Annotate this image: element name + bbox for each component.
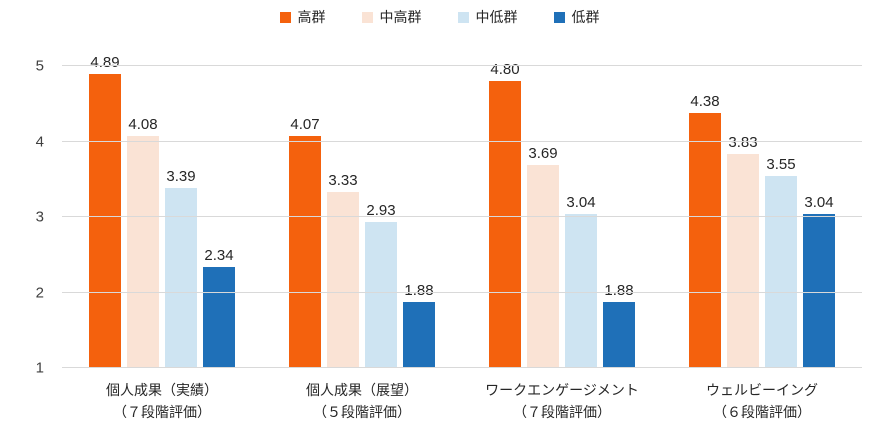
bar-value-label: 4.38 (690, 92, 720, 110)
bar-mid-low (365, 222, 397, 368)
bar-low (603, 301, 635, 368)
bar-value-label: 3.55 (766, 155, 796, 173)
category-label-line: （５段階評価） (313, 404, 411, 421)
plot-area: 4.89 4.08 3.39 2.34 個人成果（実績） （７段階評価） 4.07 3.33 2… (36, 54, 862, 420)
bar-low (803, 214, 835, 368)
bar-high (489, 81, 521, 368)
y-axis-tick-label: 3 (35, 208, 44, 226)
bar-with-label: 1.88 (603, 282, 635, 368)
bar-mid-high (727, 154, 759, 368)
bar-value-label: 3.33 (328, 172, 358, 190)
bar-with-label: 3.04 (803, 194, 835, 368)
legend-label-low: 低群 (571, 9, 600, 25)
legend-item-high: 高群 (279, 7, 326, 27)
bar-value-label: 3.04 (804, 194, 834, 211)
gridline (62, 367, 862, 368)
bar-value-label: 2.93 (366, 202, 396, 220)
bar-groups: 4.89 4.08 3.39 2.34 個人成果（実績） （７段階評価） 4.07 3.33 2… (62, 54, 862, 420)
bar-low (403, 301, 435, 368)
bar-high (689, 112, 721, 368)
bar-high (289, 136, 321, 368)
gridline (62, 216, 862, 217)
legend-item-low: 低群 (553, 7, 600, 27)
gridline (62, 140, 862, 142)
bar-with-label: 4.80 (489, 61, 521, 368)
bar-with-label: 2.93 (365, 202, 397, 368)
legend-swatch-mid-low (457, 11, 469, 23)
bar-with-label: 4.38 (689, 93, 721, 368)
category-label-line: 個人成果（実績） (106, 382, 218, 398)
gridline (62, 65, 862, 66)
bar-mid-low (765, 175, 797, 368)
bar-value-label: 4.07 (290, 116, 320, 134)
bar-mid-high (127, 135, 159, 368)
legend-label-mid-low: 中低群 (475, 9, 518, 25)
legend-item-mid-low: 中低群 (457, 7, 518, 27)
bar-value-label: 4.80 (490, 61, 520, 79)
y-axis-tick-label: 1 (35, 359, 44, 377)
bar-group: 4.38 3.83 3.55 3.04 ウェルビーイング （６段階評価） (689, 66, 835, 420)
legend-label-mid-high: 中高群 (379, 9, 422, 25)
bar-value-label: 4.89 (90, 54, 120, 72)
legend-swatch-low (553, 11, 565, 23)
bar-with-label: 4.07 (289, 116, 321, 368)
bar-with-label: 4.89 (89, 54, 121, 368)
bar-mid-high (327, 192, 359, 368)
bar-high (89, 74, 121, 368)
bar-with-label: 4.08 (127, 115, 159, 368)
category-label-line: （７段階評価） (512, 404, 611, 421)
bar-value-label: 4.08 (128, 115, 158, 133)
bar-mid-low (165, 187, 197, 368)
bar-value-label: 3.04 (566, 194, 596, 211)
bar-value-label: 1.88 (604, 281, 634, 299)
bar-with-label: 3.83 (727, 134, 759, 368)
legend-swatch-high (279, 11, 291, 23)
category-label: ワークエンゲージメント （７段階評価） (485, 379, 639, 424)
category-label-line: ワークエンゲージメント (485, 382, 639, 398)
bar-with-label: 3.04 (565, 194, 597, 368)
category-label-line: 個人成果（展望） (306, 382, 418, 398)
bar-mid-low (565, 214, 597, 368)
bar-with-label: 3.33 (327, 172, 359, 368)
y-axis-tick-label: 2 (35, 284, 44, 301)
category-label: ウェルビーイング （６段階評価） (706, 379, 818, 424)
legend-label-high: 高群 (297, 9, 326, 25)
bar-with-label: 2.34 (203, 247, 235, 368)
legend-swatch-mid-high (361, 11, 373, 23)
category-label-line: （７段階評価） (113, 404, 211, 421)
bar-group: 4.89 4.08 3.39 2.34 個人成果（実績） （７段階評価） (89, 54, 235, 420)
category-label-line: （６段階評価） (713, 404, 811, 421)
y-axis-tick-label: 5 (35, 57, 44, 75)
bar-mid-high (527, 164, 559, 368)
bar-group: 4.80 3.69 3.04 1.88 ワークエンゲージメント （７段階評価） (485, 61, 639, 420)
category-label: 個人成果（展望） （５段階評価） (306, 379, 418, 424)
category-label-line: ウェルビーイング (706, 382, 818, 398)
bar-value-label: 1.88 (404, 281, 434, 299)
bar-group: 4.07 3.33 2.93 1.88 個人成果（展望） （５段階評価） (289, 66, 435, 420)
y-axis-tick-label: 4 (35, 133, 44, 150)
category-label: 個人成果（実績） （７段階評価） (106, 379, 218, 424)
legend-item-mid-high: 中高群 (361, 7, 422, 27)
bar-with-label: 3.39 (165, 168, 197, 368)
bar-value-label: 3.39 (166, 167, 196, 185)
bar-with-label: 3.69 (527, 145, 559, 368)
bar-value-label: 3.83 (728, 134, 758, 152)
chart-legend: 高群 中高群 中低群 低群 (0, 7, 879, 27)
bar-with-label: 3.55 (765, 155, 797, 368)
gridline (62, 291, 862, 293)
bar-with-label: 1.88 (403, 282, 435, 368)
bar-value-label: 2.34 (204, 246, 234, 264)
bar-low (203, 266, 235, 368)
bar-value-label: 3.69 (528, 144, 558, 162)
